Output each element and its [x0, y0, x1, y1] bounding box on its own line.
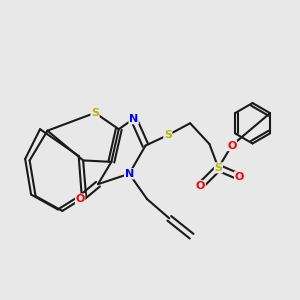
- Text: O: O: [227, 140, 236, 151]
- Text: S: S: [214, 163, 222, 173]
- Text: O: O: [235, 172, 244, 182]
- Text: O: O: [196, 181, 205, 191]
- Text: N: N: [129, 114, 138, 124]
- Text: O: O: [76, 194, 85, 204]
- Text: S: S: [164, 130, 172, 140]
- Text: N: N: [124, 169, 134, 179]
- Text: S: S: [91, 108, 99, 118]
